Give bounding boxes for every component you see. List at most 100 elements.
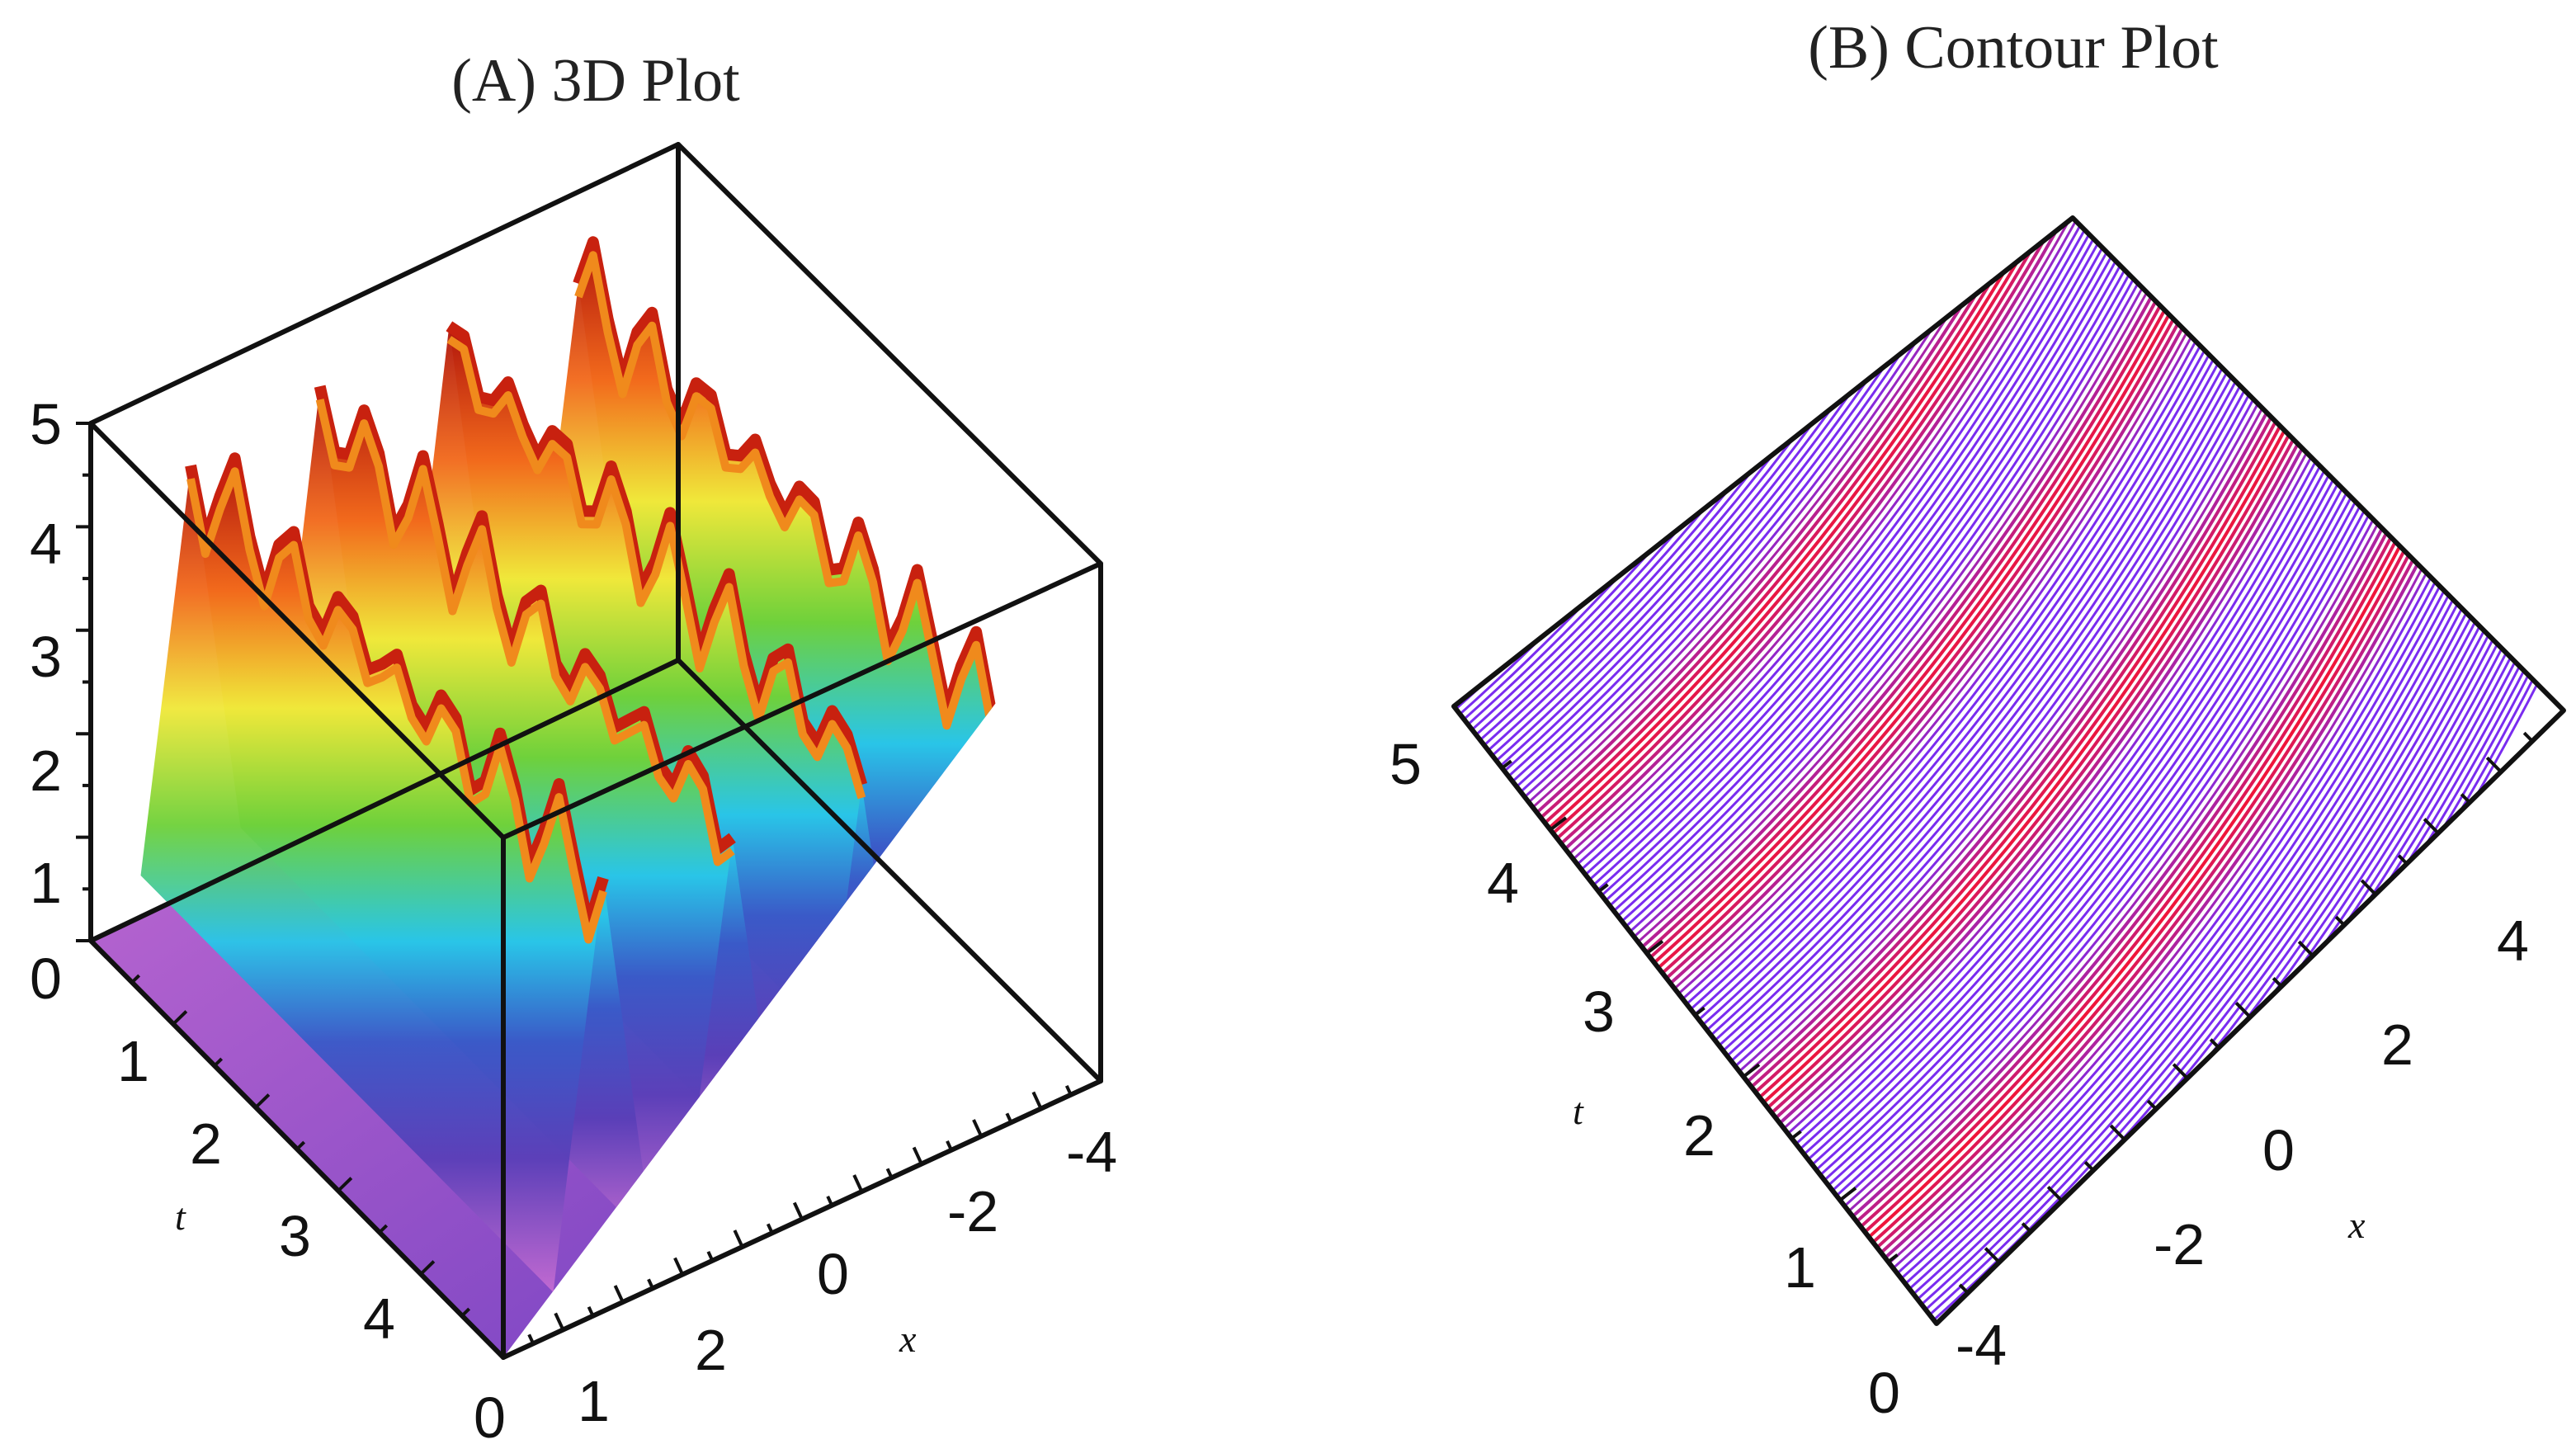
- z-tick-label: 4: [30, 512, 62, 576]
- panel-a-title: (A) 3D Plot: [451, 47, 740, 115]
- contour-line: [1677, 275, 2225, 995]
- x-tick: [2360, 879, 2377, 896]
- x-tick: [2423, 818, 2440, 835]
- x-axis-label: x: [899, 1318, 917, 1360]
- contour-line: [1673, 270, 2221, 990]
- x-tick: [2522, 731, 2534, 743]
- x-tick: [972, 1119, 984, 1137]
- contour-line: [1746, 362, 2295, 1083]
- x-tick: [2485, 756, 2503, 773]
- x-tick: [1064, 1084, 1073, 1096]
- contour-line: [1625, 218, 2173, 927]
- contour-line: [1778, 404, 2327, 1125]
- contour-line: [1795, 425, 2342, 1145]
- contour-line: [1738, 352, 2286, 1073]
- contour-line: [1601, 218, 2149, 897]
- x-tick: [766, 1223, 774, 1234]
- x-tick: [527, 1333, 535, 1345]
- contour-line: [1900, 559, 2448, 1280]
- contour-line: [1568, 218, 2116, 856]
- contour-background: [1454, 218, 2564, 1324]
- t-tick: [295, 1140, 306, 1150]
- contour-line: [1564, 218, 2112, 851]
- contour-line: [1555, 218, 2104, 840]
- t-tick: [1501, 759, 1512, 770]
- contour-line: [1863, 512, 2412, 1234]
- contour-frame: [1451, 215, 2566, 1326]
- contour-line: [1742, 357, 2290, 1078]
- x-tick: [2397, 854, 2409, 866]
- surface-ridge: [140, 458, 604, 1292]
- contour-line: [1592, 218, 2140, 886]
- contour-line: [1503, 218, 2051, 772]
- contour-line: [1640, 228, 2189, 949]
- z-tick-label: 1: [30, 851, 62, 915]
- x-tick: [647, 1278, 654, 1290]
- x-tick-label: 0: [817, 1242, 849, 1306]
- x-tick-label: -2: [2154, 1212, 2205, 1277]
- x-tick: [1958, 1283, 1970, 1295]
- contour-line: [1888, 544, 2436, 1264]
- contour-line: [1774, 399, 2323, 1120]
- surface-crest-glow: [446, 336, 866, 800]
- t-tick: [378, 1224, 389, 1234]
- contour-line: [1714, 321, 2262, 1041]
- contour-line: [1790, 420, 2338, 1140]
- t-tick: [1549, 816, 1568, 832]
- contour-line: [1920, 585, 2468, 1305]
- contour-line: [1803, 436, 2351, 1155]
- t-tick: [1790, 1130, 1802, 1140]
- z-tick-label: 2: [30, 739, 62, 803]
- contour-line: [1867, 518, 2416, 1239]
- t-tick-label: 2: [190, 1112, 222, 1176]
- x-tick: [1005, 1112, 1013, 1124]
- x-tick: [2334, 915, 2346, 927]
- x-tick: [706, 1250, 715, 1262]
- contour-line: [1880, 533, 2428, 1254]
- contour-line: [1701, 306, 2249, 1027]
- contour-line: [1697, 300, 2245, 1021]
- panel-b-title: (B) Contour Plot: [1808, 14, 2219, 82]
- x-tick-label: -4: [1066, 1120, 1117, 1184]
- contour-line: [1629, 218, 2177, 933]
- t-tick-label: 4: [1487, 851, 1519, 915]
- surface-crest-glow: [186, 467, 607, 944]
- contour-line: [1786, 414, 2334, 1135]
- t-axis-label: t: [175, 1196, 186, 1238]
- contour-line: [1750, 368, 2299, 1088]
- t-tick: [1694, 1006, 1706, 1017]
- t-axis-label: t: [1573, 1090, 1584, 1132]
- contour-line: [1852, 498, 2399, 1218]
- t-tick-label: 4: [363, 1286, 395, 1351]
- contour-line: [1682, 280, 2229, 1000]
- x-corner-tick-label: 1: [578, 1369, 610, 1433]
- x-tick: [2046, 1185, 2064, 1202]
- contour-line: [1690, 290, 2238, 1011]
- contour-line: [1896, 555, 2444, 1275]
- contour-line: [1612, 218, 2160, 913]
- x-tick: [554, 1312, 565, 1331]
- contour-line: [1855, 503, 2404, 1223]
- contour-line: [1661, 254, 2210, 975]
- panel-b-contour-plot: (B) Contour Plot 0 1 2 3 4 5 t -4 -2 0 2…: [1389, 14, 2566, 1425]
- contour-line: [1519, 218, 2067, 793]
- contour-line: [1580, 218, 2128, 871]
- contour-line: [1811, 446, 2359, 1166]
- t-origin-tick-label: 0: [474, 1385, 506, 1449]
- contour-line: [1875, 528, 2424, 1249]
- x-tick: [733, 1230, 744, 1248]
- contour-line: [1559, 218, 2108, 845]
- t-tick-label: 2: [1683, 1103, 1715, 1168]
- contour-line: [1859, 507, 2408, 1229]
- t-tick: [460, 1307, 471, 1317]
- surface-body: [140, 242, 1041, 1292]
- contour-line: [1669, 264, 2217, 985]
- x-tick: [587, 1305, 595, 1317]
- contour-line: [1767, 389, 2314, 1109]
- contour-line: [1706, 311, 2253, 1031]
- t-tick-label: 1: [1784, 1235, 1816, 1300]
- contour-line: [1653, 243, 2201, 965]
- contour-line: [1932, 601, 2480, 1321]
- contour-line: [1823, 461, 2371, 1182]
